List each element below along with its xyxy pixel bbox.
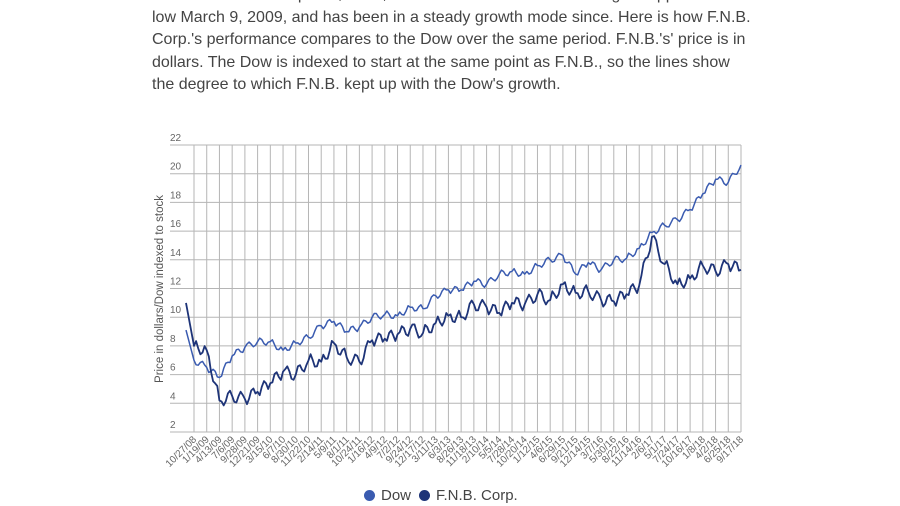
legend-dot-fnb: [419, 490, 431, 501]
y-tick-label: 4: [170, 391, 176, 402]
y-tick-label: 22: [170, 133, 182, 144]
y-tick-label: 10: [170, 305, 182, 316]
legend-label-fnb: F.N.B. Corp.: [436, 487, 518, 504]
dow-line: [185, 164, 742, 379]
intro-paragraph: After the crash of Sept. 29, 2008, the D…: [152, 0, 751, 93]
legend-item-dow: Dow: [364, 487, 411, 504]
y-tick-label: 20: [170, 162, 182, 173]
vertical-gridlines: [193, 145, 742, 432]
series-lines: [185, 164, 742, 407]
chart-legend: Dow F.N.B. Corp.: [364, 487, 526, 504]
legend-dot-dow: [364, 490, 375, 501]
price-chart: 2 4 6 8 10 12 14 16 18 20 22 10/27/081/19/094/13/0…: [154, 133, 747, 470]
y-axis-label: Price in dollars/Dow indexed to stock: [154, 195, 166, 383]
x-axis-ticks: 10/27/081/19/094/13/097/6/099/28/0912/21…: [164, 434, 747, 470]
legend-item-fnb: F.N.B. Corp.: [419, 487, 518, 504]
y-tick-label: 16: [170, 219, 182, 230]
y-tick-label: 2: [170, 420, 176, 431]
horizontal-gridlines: [170, 144, 741, 433]
y-tick-label: 8: [170, 334, 176, 345]
y-tick-label: 12: [170, 277, 182, 288]
y-tick-label: 6: [170, 363, 176, 374]
y-tick-label: 18: [170, 190, 182, 201]
fnb-line: [185, 235, 742, 407]
y-tick-label: 14: [170, 248, 182, 259]
y-axis-ticks: 2 4 6 8 10 12 14 16 18 20 22: [170, 133, 182, 431]
legend-label-dow: Dow: [381, 487, 412, 504]
